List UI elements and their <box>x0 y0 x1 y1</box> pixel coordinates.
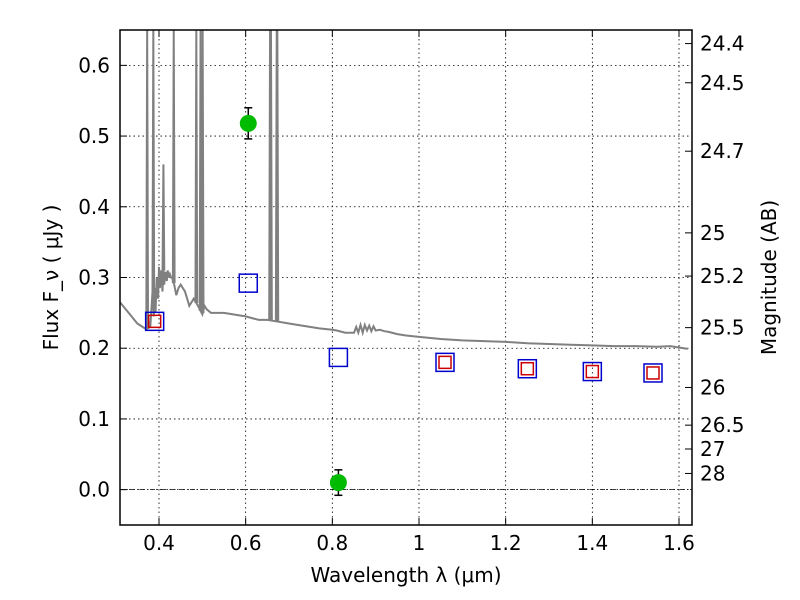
y-tick-label: 0.6 <box>78 53 110 77</box>
model-point-red <box>520 361 535 376</box>
model-point-red <box>147 314 162 329</box>
x-tick-label: 0.4 <box>143 531 175 555</box>
y-tick-label: 0.5 <box>78 124 110 148</box>
right-tick-label: 24.5 <box>700 71 745 95</box>
model-point-blue <box>238 273 259 293</box>
model-point-blue <box>582 361 603 382</box>
y-axis-label: Flux F_ν ( μJy ) <box>39 205 63 351</box>
emission-line <box>269 30 273 321</box>
emission-line <box>200 30 205 314</box>
spectrum-line <box>120 266 688 350</box>
model-point-blue <box>517 358 538 379</box>
x-tick-label: 1 <box>413 531 426 555</box>
model-point-blue <box>328 347 349 368</box>
model-point-red <box>438 355 452 370</box>
model-point-red <box>646 366 660 380</box>
model-point-blue <box>144 311 165 332</box>
y-tick-label: 0.4 <box>78 195 110 219</box>
right-tick-label: 25.5 <box>700 316 745 340</box>
x-axis-label: Wavelength λ (μm) <box>310 563 501 587</box>
right-tick-label: 27 <box>700 437 725 461</box>
x-tick-label: 1.4 <box>576 531 608 555</box>
observed-point <box>329 474 347 492</box>
x-tick-label: 1.6 <box>663 531 695 555</box>
right-tick-label: 25 <box>700 221 725 245</box>
points-group <box>144 107 663 497</box>
y-tick-label: 0.2 <box>78 336 110 360</box>
x-tick-label: 0.8 <box>316 531 348 555</box>
x-tick-label: 1.2 <box>490 531 522 555</box>
model-point-red <box>585 364 600 379</box>
y-tick-label: 0.1 <box>78 407 110 431</box>
model-point-blue <box>643 363 663 383</box>
emission-line <box>194 30 199 304</box>
model-point-blue <box>435 352 455 373</box>
right-tick-label: 24.7 <box>700 139 745 163</box>
emission-line <box>161 164 166 271</box>
right-tick-label: 24.4 <box>700 32 745 56</box>
grid-lines <box>120 30 692 525</box>
x-tick-label: 0.6 <box>230 531 262 555</box>
right-axis-label: Magnitude (AB) <box>757 200 781 355</box>
x-axis-ticks: 0.4 0.6 0.8 1 1.2 1.4 1.6 <box>143 30 695 555</box>
y-tick-label: 0.3 <box>78 266 110 290</box>
y-axis-ticks: 0.0 0.1 0.2 0.3 0.4 0.5 0.6 <box>78 53 127 502</box>
right-tick-label: 28 <box>700 461 725 485</box>
right-tick-label: 26.5 <box>700 413 745 437</box>
emission-line <box>145 30 150 329</box>
observed-point <box>239 114 257 132</box>
emission-line <box>275 30 280 322</box>
right-tick-label: 25.2 <box>700 264 745 288</box>
spectrum-group <box>120 30 688 350</box>
emission-line <box>151 30 156 308</box>
emission-line <box>171 30 176 284</box>
y-tick-label: 0.0 <box>78 478 110 502</box>
right-tick-label: 26 <box>700 375 725 399</box>
